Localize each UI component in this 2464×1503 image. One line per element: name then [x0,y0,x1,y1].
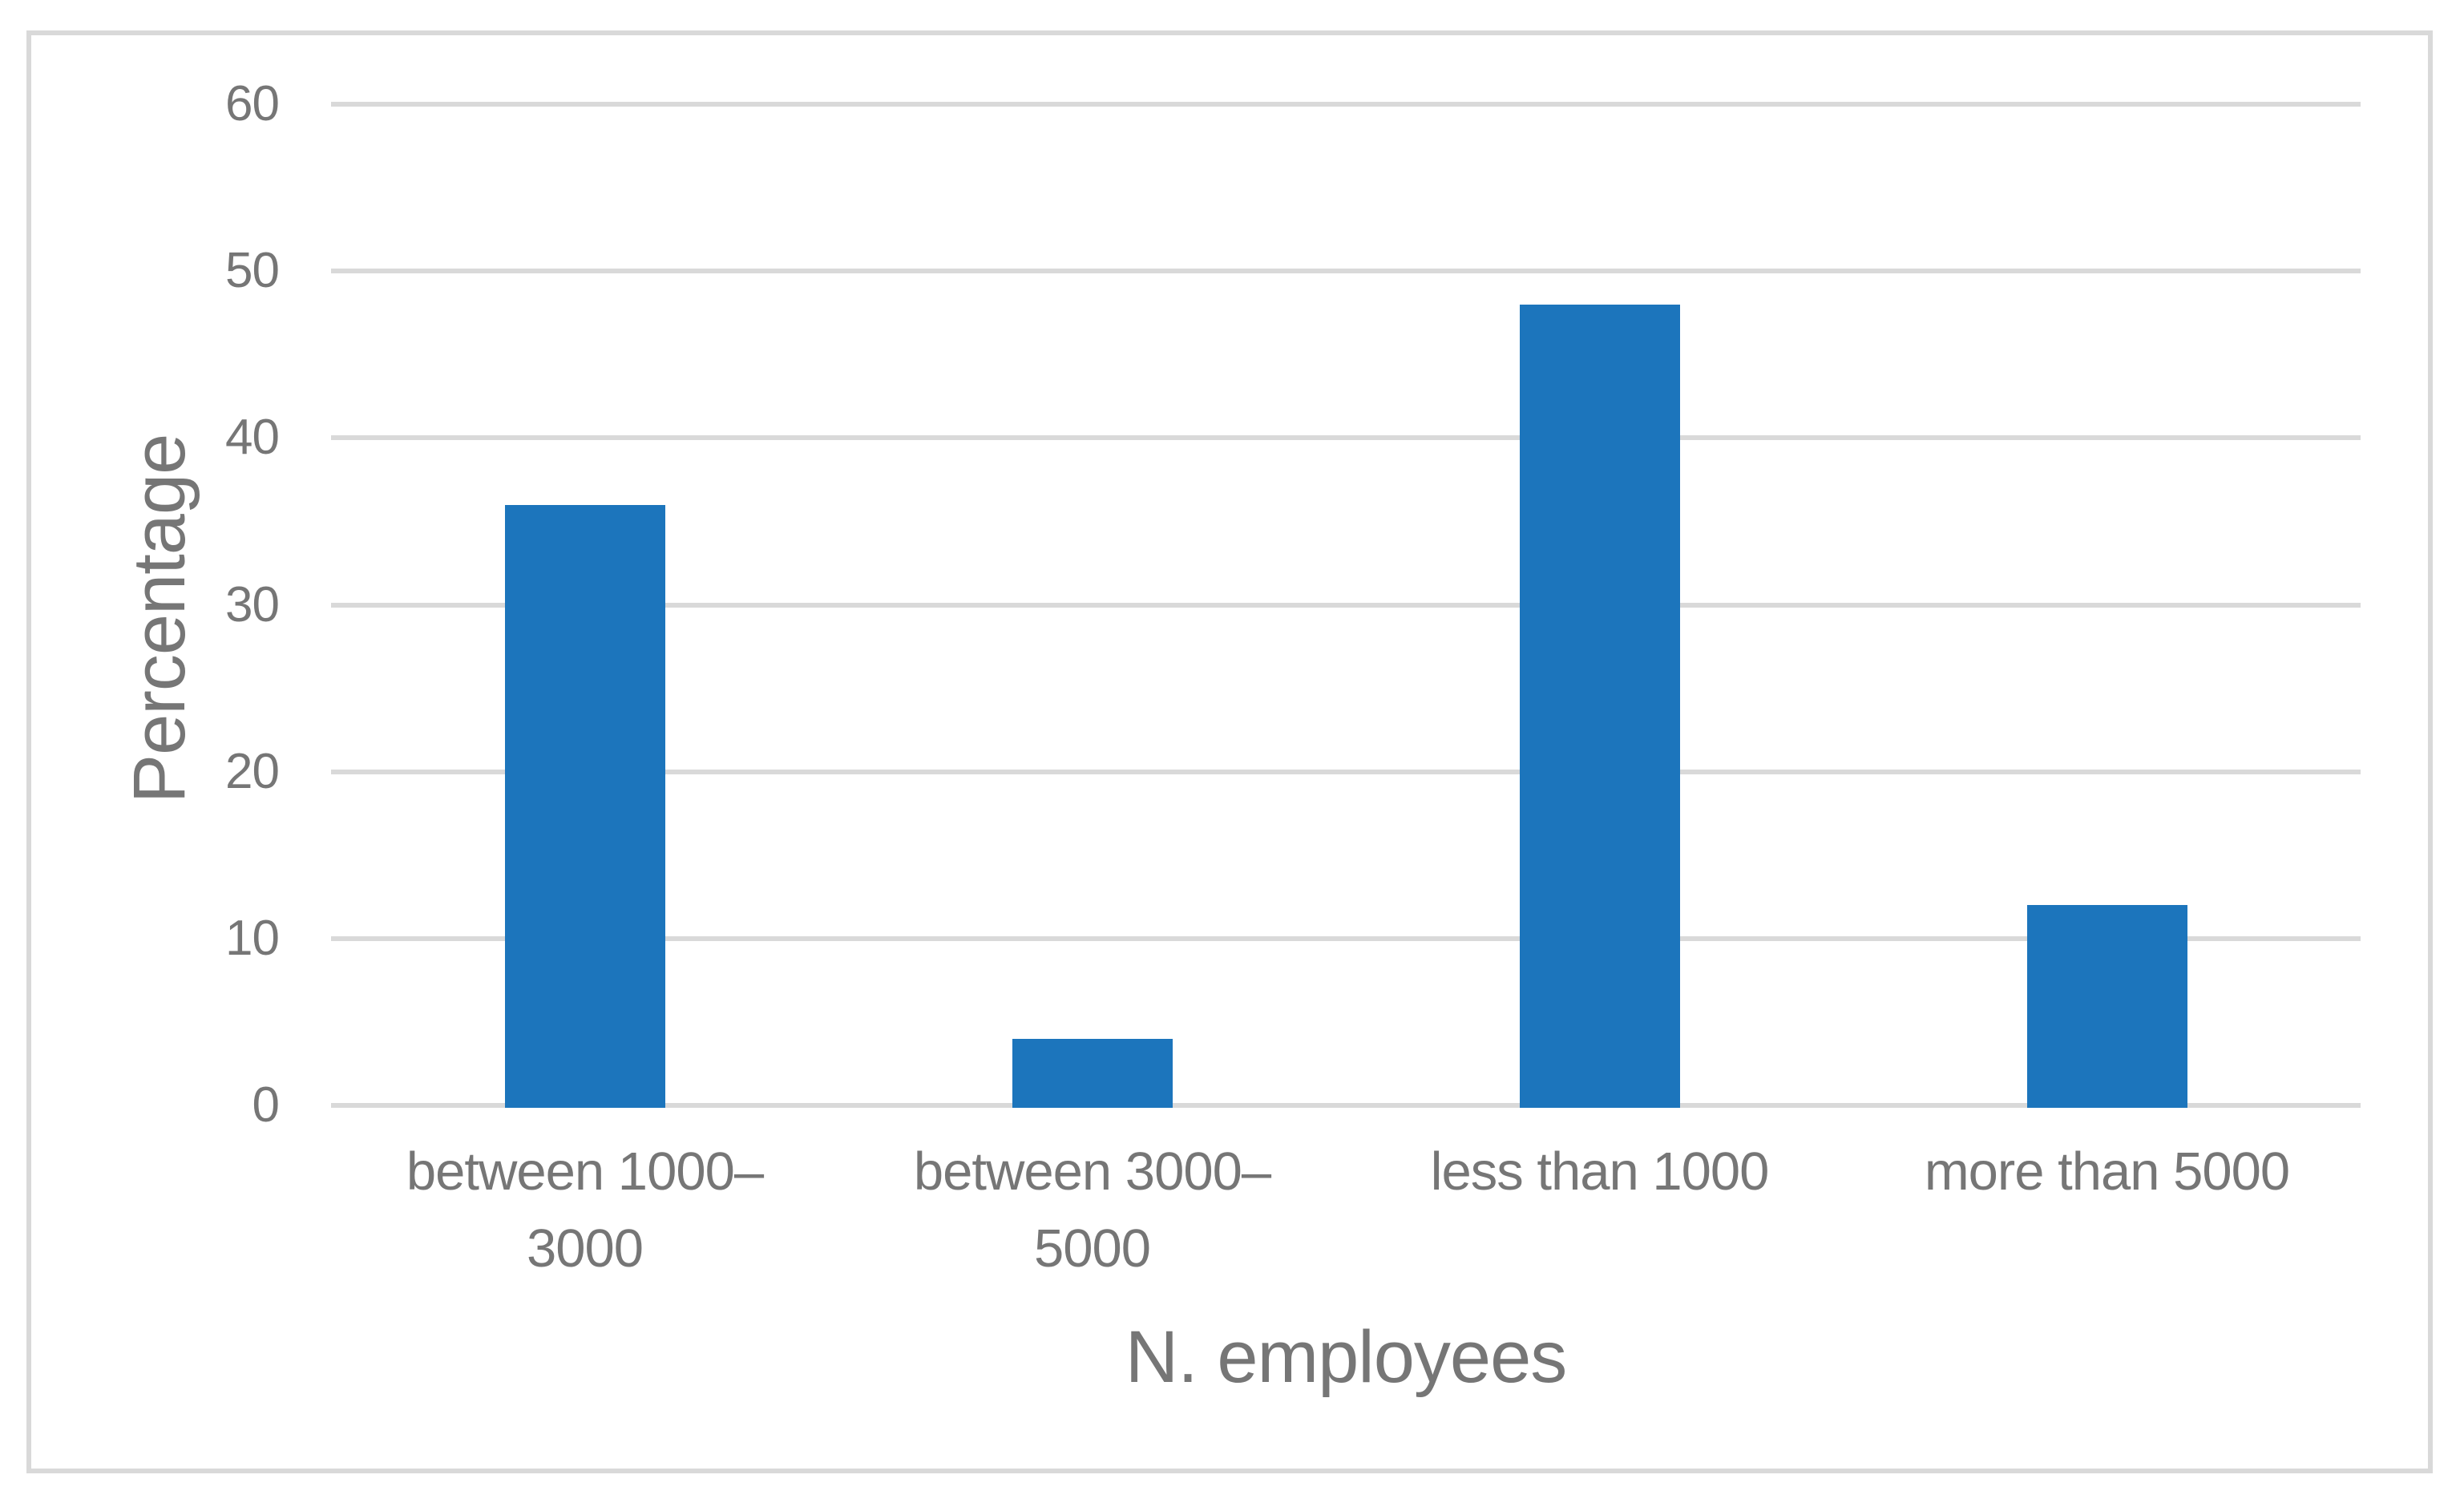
category-label-line: between 1000– [406,1141,764,1202]
x-axis-title: N. employees [1125,1316,1567,1398]
y-tick-label-40: 40 [225,410,280,466]
category-label-1: between 1000– 3000 [331,1133,838,1287]
category-label-4: more than 5000 [1853,1133,2361,1210]
category-label-line: 3000 [526,1218,644,1279]
category-label-2: between 3000– 5000 [838,1133,1346,1287]
gridline-30 [331,602,2361,608]
y-tick-label-60: 60 [225,76,280,131]
gridline-10 [331,935,2361,941]
category-label-line: less than 1000 [1430,1141,1770,1202]
y-tick-label-50: 50 [225,243,280,299]
y-tick-label-10: 10 [225,910,280,966]
bar-4 [2026,905,2187,1108]
y-tick-label-20: 20 [225,743,280,799]
category-label-line: between 3000– [913,1141,1271,1202]
bar-3 [1519,304,1680,1108]
gridline-20 [331,769,2361,774]
y-tick-label-0: 0 [252,1077,280,1133]
gridline-40 [331,435,2361,441]
bar-1 [504,504,665,1108]
y-axis-title: Percentage [119,434,200,804]
gridline-50 [331,269,2361,274]
figure-border [26,30,2433,1473]
plot-area [331,102,2361,1108]
y-tick-label-30: 30 [225,576,280,632]
gridline-60 [331,102,2361,107]
category-label-line: more than 5000 [1924,1141,2290,1202]
category-label-3: less than 1000 [1346,1133,1853,1210]
gridline-0 [331,1103,2361,1108]
category-label-line: 5000 [1033,1218,1151,1279]
bar-2 [1012,1038,1173,1108]
